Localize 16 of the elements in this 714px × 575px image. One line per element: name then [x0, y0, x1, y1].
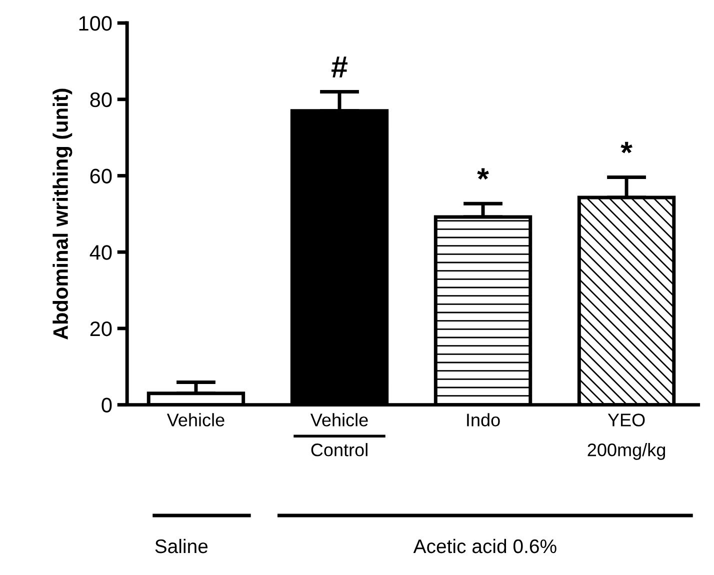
- x-tick-label: Vehicle Control: [310, 413, 368, 456]
- y-tick-label: 0: [102, 398, 112, 413]
- annotation: *: [477, 168, 489, 180]
- y-tick-label: 100: [79, 16, 112, 31]
- x-tick-label: Indo: [467, 413, 500, 426]
- y-tick-label: 60: [90, 168, 112, 184]
- x-tick-label: YEO 200mg/kg: [588, 414, 666, 460]
- annotation: *: [620, 142, 632, 154]
- x-tick-label: Vehicle: [166, 413, 224, 426]
- y-tick-label: 40: [90, 245, 112, 260]
- text: Saline: [155, 538, 208, 554]
- text: Acetic acid 0.6%: [413, 538, 556, 554]
- y-tick-label: 20: [90, 321, 112, 336]
- y-tick-label: 80: [90, 92, 112, 108]
- y-axis-title: Abdominal writhing (unit): [52, 88, 72, 340]
- annotation: #: [332, 56, 348, 78]
